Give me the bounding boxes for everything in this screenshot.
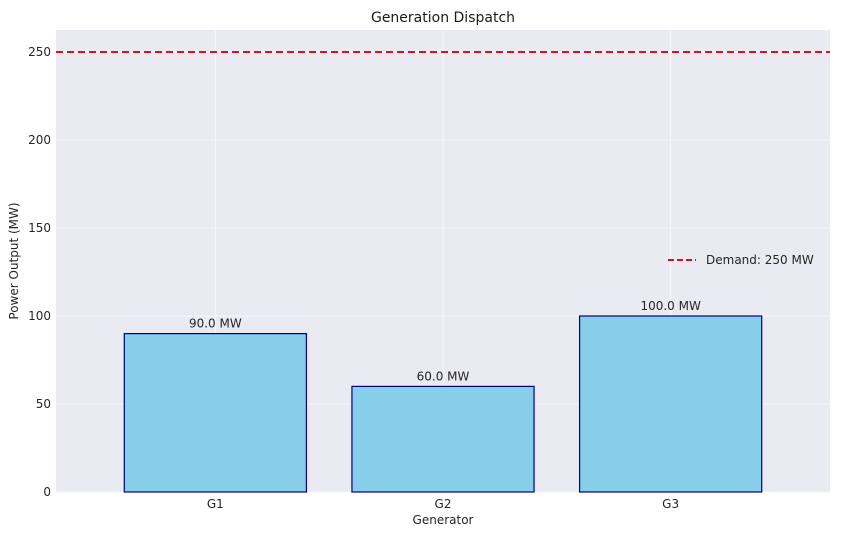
x-tick-label: G3 — [662, 497, 679, 511]
legend-demand-label: Demand: 250 MW — [706, 253, 814, 267]
x-tick-label: G1 — [207, 497, 224, 511]
bar-g2 — [351, 385, 535, 493]
bar-value-label: 90.0 MW — [189, 317, 242, 331]
y-tick-label: 250 — [28, 45, 51, 59]
y-tick-label: 0 — [43, 485, 51, 499]
y-tick-label: 150 — [28, 221, 51, 235]
y-axis-ticks: 0 50 100 150 200 250 — [28, 45, 51, 499]
x-axis-label: Generator — [413, 513, 474, 527]
bar-value-label: 100.0 MW — [640, 299, 701, 313]
x-axis-ticks: G1 G2 G3 — [207, 497, 679, 511]
bars — [123, 315, 763, 493]
legend: Demand: 250 MW — [668, 253, 814, 267]
x-tick-label: G2 — [435, 497, 452, 511]
chart-title: Generation Dispatch — [371, 10, 515, 26]
bar-g1 — [123, 333, 308, 493]
bar-value-labels: 90.0 MW 60.0 MW 100.0 MW — [189, 299, 701, 383]
y-tick-label: 200 — [28, 133, 51, 147]
bar-value-label: 60.0 MW — [417, 369, 470, 383]
y-axis-label: Power Output (MW) — [7, 202, 21, 319]
y-tick-label: 100 — [28, 309, 51, 323]
bar-g3 — [578, 315, 763, 493]
y-tick-label: 50 — [36, 397, 51, 411]
